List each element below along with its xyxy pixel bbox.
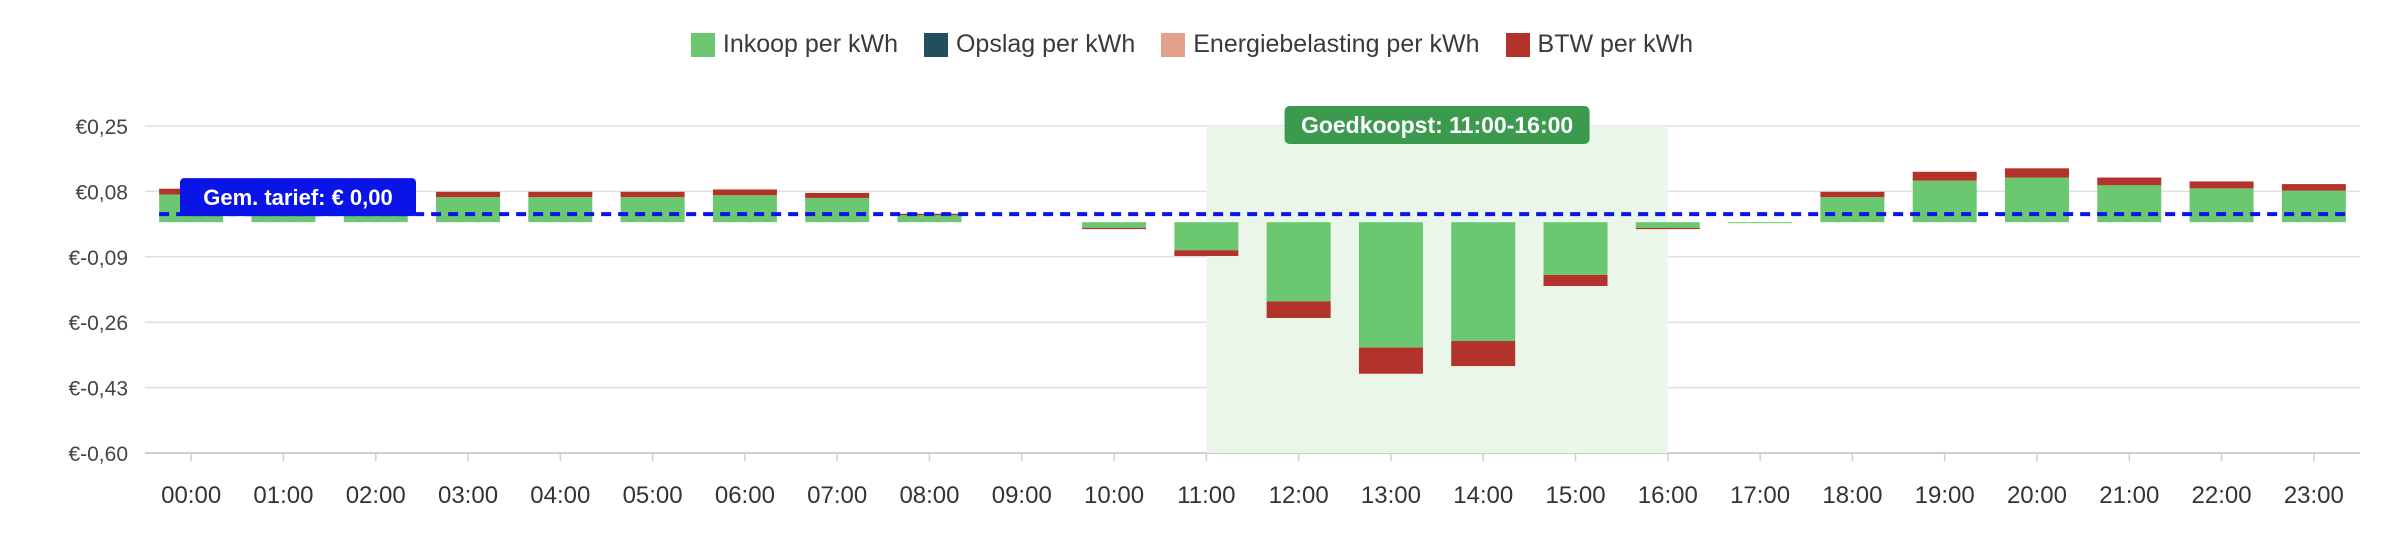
y-tick-label: €0,25 [75, 116, 128, 139]
x-tick-label: 01:00 [253, 482, 313, 509]
x-tick-label: 17:00 [1730, 482, 1790, 509]
x-tick-label: 10:00 [1084, 482, 1144, 509]
bar-btw-2300 [2281, 184, 2346, 191]
legend-item-inkoop[interactable]: Inkoop per kWh [690, 30, 898, 59]
bar-inkoop-0300 [436, 197, 501, 223]
bar-btw-1800 [1820, 191, 1885, 198]
x-tick-label: 20:00 [2007, 482, 2067, 509]
bar-btw-2100 [2097, 177, 2162, 186]
bar-inkoop-1400 [1451, 222, 1516, 342]
x-tick-label: 02:00 [346, 482, 406, 509]
x-tick-label: 16:00 [1638, 482, 1698, 509]
bar-inkoop-0500 [620, 197, 685, 223]
bar-btw-0500 [620, 191, 685, 198]
bar-btw-1200 [1266, 301, 1331, 318]
x-tick-label: 15:00 [1545, 482, 1605, 509]
bar-inkoop-0600 [712, 195, 777, 223]
x-tick-label: 09:00 [992, 482, 1052, 509]
cheapest-period-label-box [1284, 106, 1590, 144]
bar-btw-2000 [2004, 168, 2069, 178]
average-label: Gem. tarief: € 0,00 [203, 185, 393, 210]
legend-label-energiebelasting: Energiebelasting per kWh [1193, 30, 1480, 58]
legend-item-energiebelasting[interactable]: Energiebelasting per kWh [1161, 30, 1480, 59]
y-tick-label: €-0,26 [68, 312, 128, 335]
legend-swatch-btw [1505, 32, 1530, 57]
bar-inkoop-1600 [1635, 222, 1700, 228]
bar-inkoop-1800 [1820, 197, 1885, 223]
bar-btw-1000 [1082, 227, 1147, 230]
bar-btw-1500 [1543, 274, 1608, 287]
x-tick-label: 03:00 [438, 482, 498, 509]
bar-btw-1600 [1635, 227, 1700, 230]
bar-inkoop-2100 [2097, 185, 2162, 223]
x-tick-label: 08:00 [899, 482, 959, 509]
x-tick-label: 12:00 [1269, 482, 1329, 509]
bar-inkoop-1300 [1358, 222, 1423, 348]
bar-inkoop-0400 [528, 197, 593, 223]
x-axis-ticks: 00:00 01:00 02:00 03:00 04:00 05:00 06:00 07:00… [161, 453, 2344, 509]
legend-item-opslag[interactable]: Opslag per kWh [923, 30, 1136, 59]
legend-label-btw: BTW per kWh [1537, 30, 1694, 58]
legend-item-btw[interactable]: BTW per kWh [1505, 30, 1694, 59]
bar-btw-1900 [1912, 171, 1977, 181]
bar-btw-0400 [528, 191, 593, 198]
legend-swatch-energiebelasting [1161, 32, 1186, 57]
y-axis-ticks: €0,25 €0,08 €-0,09 €-0,26 €-0,43 €-0,60 [68, 116, 128, 466]
bar-btw-2200 [2189, 181, 2254, 189]
bar-inkoop-1500 [1543, 222, 1608, 275]
legend-label-opslag: Opslag per kWh [955, 30, 1136, 58]
legend-swatch-inkoop [690, 32, 715, 57]
bar-btw-0300 [436, 191, 501, 198]
x-tick-label: 23:00 [2284, 482, 2344, 509]
bar-inkoop-1700 [1728, 222, 1793, 224]
legend: Inkoop per kWh Opslag per kWh Energiebel… [0, 30, 2384, 59]
bar-btw-1100 [1174, 250, 1239, 257]
x-tick-label: 06:00 [715, 482, 775, 509]
y-tick-label: €-0,43 [68, 378, 128, 401]
x-tick-label: 13:00 [1361, 482, 1421, 509]
x-tick-label: 11:00 [1177, 482, 1235, 509]
bar-inkoop-2200 [2189, 188, 2254, 223]
bar-btw-1400 [1451, 341, 1516, 367]
cheapest-period-label: Goedkoopst: 11:00-16:00 [1301, 112, 1573, 138]
bar-inkoop-0800 [897, 215, 962, 223]
bar-inkoop-1000 [1082, 222, 1147, 228]
average-line-group: Gem. tarief: € 0,00 Goedkoopst: 11:00-16:… [159, 106, 2346, 217]
y-tick-label: €0,08 [75, 181, 128, 204]
bar-btw-0600 [712, 189, 777, 196]
legend-label-inkoop: Inkoop per kWh [722, 30, 898, 58]
bar-btw-0700 [805, 192, 870, 198]
bar-inkoop-0700 [805, 197, 870, 223]
bar-inkoop-1100 [1174, 222, 1239, 251]
x-tick-label: 05:00 [623, 482, 683, 509]
x-tick-label: 22:00 [2192, 482, 2252, 509]
x-tick-label: 18:00 [1822, 482, 1882, 509]
average-label-box [180, 178, 416, 217]
x-tick-label: 00:00 [161, 482, 221, 509]
bar-btw-1300 [1358, 347, 1423, 374]
x-tick-label: 19:00 [1915, 482, 1975, 509]
x-tick-label: 04:00 [530, 482, 590, 509]
legend-swatch-opslag [923, 32, 948, 57]
bar-inkoop-1200 [1266, 222, 1331, 302]
bar-inkoop-2300 [2281, 190, 2346, 223]
x-tick-label: 14:00 [1453, 482, 1513, 509]
x-tick-label: 07:00 [807, 482, 867, 509]
x-tick-label: 21:00 [2099, 482, 2159, 509]
y-tick-label: €-0,60 [68, 443, 128, 466]
y-tick-label: €-0,09 [68, 247, 128, 270]
